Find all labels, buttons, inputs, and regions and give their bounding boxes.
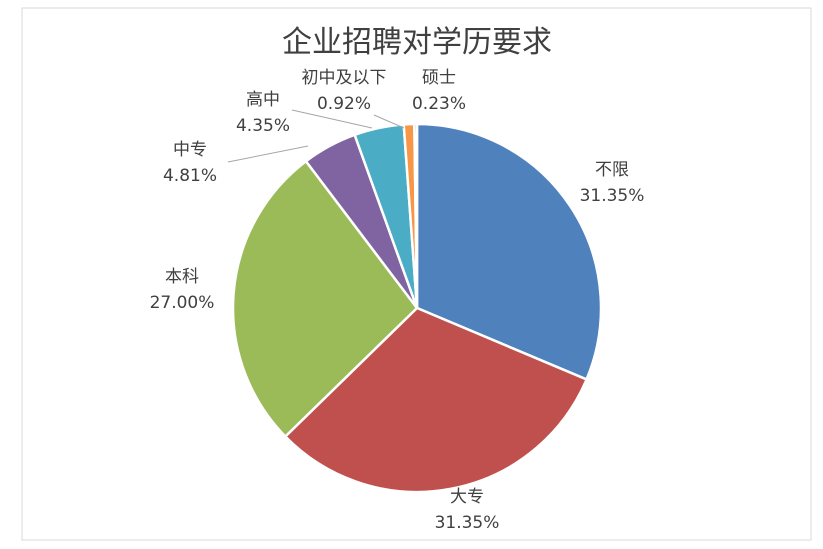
value-label: 31.35% [435,513,500,533]
value-label: 0.92% [317,94,371,114]
slice-label: 高中 [246,90,280,110]
value-label: 31.35% [580,186,645,206]
pie-slice [413,122,419,309]
pie-slice [283,306,589,494]
value-label: 4.35% [236,116,290,136]
value-label: 0.23% [412,94,466,114]
slice-label: 本科 [165,267,199,287]
leader-line [373,114,405,129]
chart-title: 企业招聘对学历要求 [282,25,552,60]
value-label: 27.00% [150,293,215,313]
slice-label: 大专 [450,487,484,507]
value-label: 4.81% [163,166,217,186]
slice-label: 硕士 [422,68,456,88]
slice-label: 中专 [173,140,207,160]
leader-line [291,109,373,129]
pie-slice [415,122,603,382]
pie-slice [231,159,419,439]
slice-label: 不限 [595,160,629,180]
slice-label: 初中及以下 [302,68,387,88]
leader-line [227,145,309,163]
